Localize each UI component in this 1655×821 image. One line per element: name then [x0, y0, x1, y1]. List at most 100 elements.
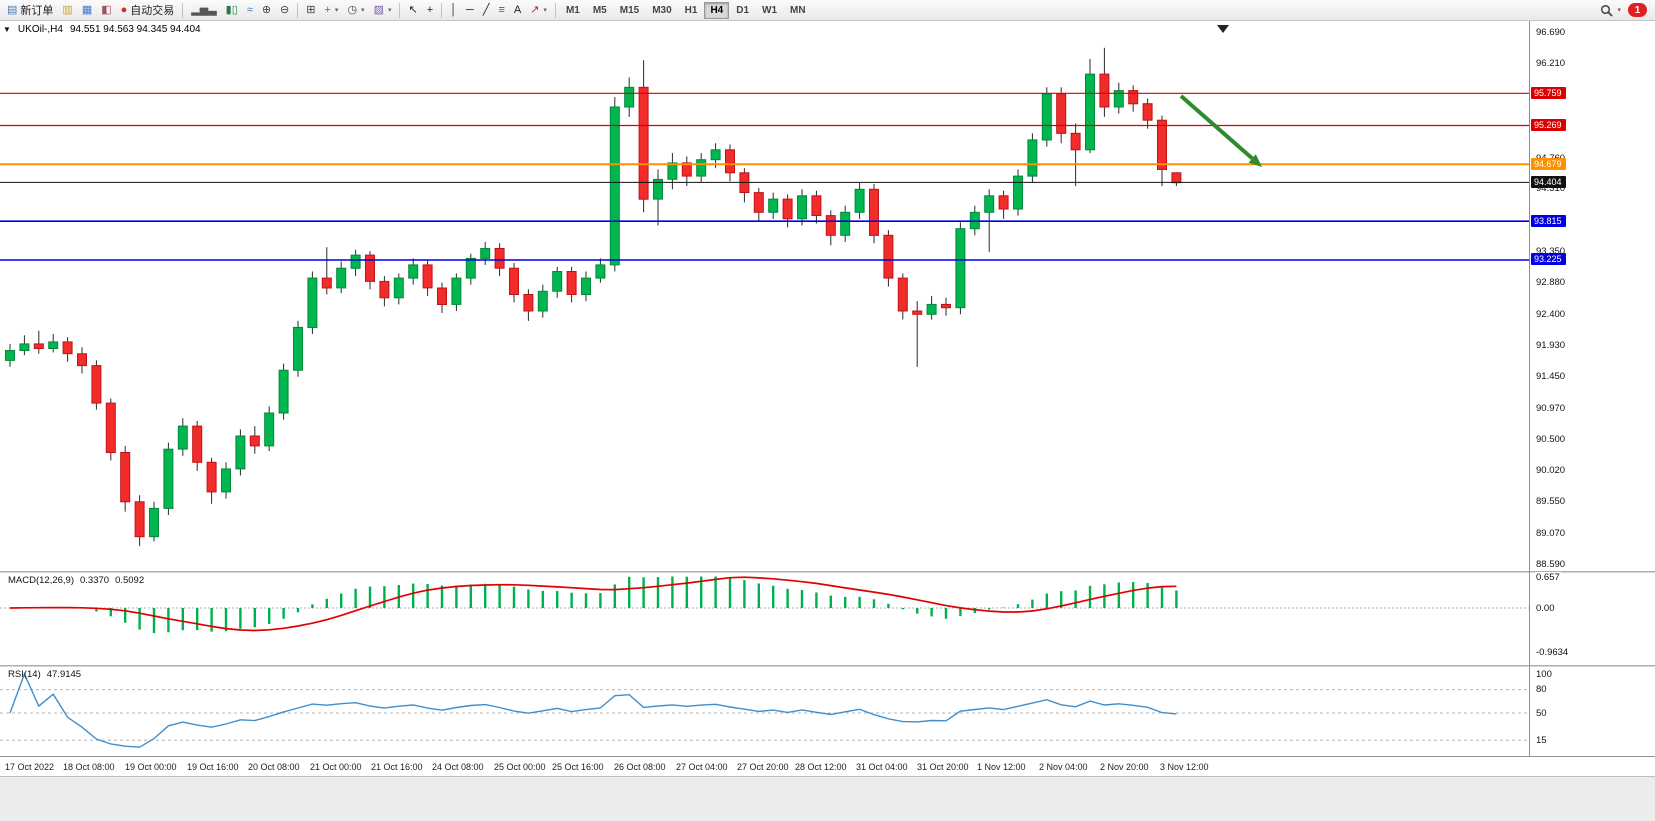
timeframe-m15-button[interactable]: M15 [614, 2, 645, 19]
arrows-icon: ↗ [530, 3, 540, 16]
dropdown-arrow-icon: ▾ [334, 7, 339, 14]
time-axis-label: 21 Oct 16:00 [371, 762, 423, 772]
price-scale-border [1529, 21, 1530, 756]
timeframe-m30-button[interactable]: M30 [646, 2, 677, 19]
time-axis-label: 1 Nov 12:00 [977, 762, 1026, 772]
toolbar-separator [554, 2, 556, 18]
price-axis-label: 89.070 [1535, 527, 1567, 539]
price-axis-label: 91.450 [1535, 371, 1567, 383]
time-axis-label: 19 Oct 16:00 [187, 762, 239, 772]
price-chart-panel[interactable]: ▼ UKOil-,H4 94.551 94.563 94.345 94.404 [0, 21, 1529, 571]
macd-panel[interactable]: MACD(12,26,9) 0.3370 0.5092 [0, 573, 1529, 665]
line-chart-button[interactable]: ≈ [243, 1, 257, 19]
macd-canvas[interactable] [0, 573, 1529, 665]
price-scale[interactable]: 96.69096.21094.76094.31093.35092.88092.4… [1531, 21, 1654, 756]
chart-ohlc-values: 94.551 94.563 94.345 94.404 [69, 24, 201, 35]
time-axis-label: 18 Oct 08:00 [63, 762, 115, 772]
time-axis-label: 17 Oct 2022 [5, 762, 55, 772]
rsi-panel[interactable]: RSI(14) 47.9145 [0, 667, 1529, 756]
time-axis-label: 31 Oct 04:00 [856, 762, 908, 772]
timeframe-d1-button[interactable]: D1 [730, 2, 755, 19]
bar-chart-button[interactable]: ▂▅▃ [187, 1, 220, 19]
time-axis[interactable]: 17 Oct 2022 18 Oct 08:00 19 Oct 00:00 19 Oc… [0, 756, 1655, 776]
new-order-button[interactable]: ▤ 新订单 [3, 1, 57, 19]
panel-divider[interactable] [0, 571, 1655, 573]
horizontal-line-button[interactable]: ─ [462, 1, 478, 19]
rsi-label: RSI(14) 47.9145 [8, 669, 81, 680]
toolbar-separator [399, 2, 401, 18]
market-watch-button[interactable]: ▥ [58, 1, 76, 19]
rsi-name: RSI(14) [8, 669, 41, 680]
dropdown-arrow-icon: ▾ [1617, 7, 1621, 14]
dropdown-arrow-icon: ▾ [361, 7, 365, 14]
time-axis-label: 19 Oct 00:00 [125, 762, 177, 772]
horizontal-line-icon: ─ [466, 3, 474, 16]
rsi-axis-label: 50 [1535, 707, 1548, 719]
fibonacci-button[interactable]: ≡ [494, 1, 508, 19]
price-axis-label: 92.400 [1535, 308, 1567, 320]
templates-button[interactable]: ▨ ▾ [370, 1, 396, 19]
panel-divider[interactable] [0, 665, 1655, 667]
new-order-icon: ▤ [7, 3, 18, 16]
time-axis-label: 31 Oct 20:00 [917, 762, 969, 772]
price-axis-label: 92.880 [1535, 277, 1567, 289]
crosshair-button[interactable]: + [423, 1, 437, 19]
macd-axis-label: -0.9634 [1535, 646, 1570, 658]
chart-shift-icon [1217, 25, 1229, 33]
macd-signal-value: 0.5092 [115, 575, 145, 586]
trendline-button[interactable]: ╱ [479, 1, 494, 19]
toolbar-separator [297, 2, 299, 18]
zoom-in-button[interactable]: ⊕ [258, 1, 275, 19]
timeframe-m1-button[interactable]: M1 [560, 2, 586, 19]
terminal-button[interactable]: ◧ [97, 1, 115, 19]
search-button[interactable]: ▾ [1596, 1, 1625, 19]
price-axis-label: 90.970 [1535, 402, 1567, 414]
auto-trading-icon: ● [120, 3, 128, 16]
navigator-button[interactable]: ▦ [78, 1, 96, 19]
zoom-out-icon: ⊖ [280, 3, 290, 16]
timeframe-h4-button[interactable]: H4 [704, 1, 730, 19]
price-axis-label: 94.310 [1535, 183, 1567, 195]
search-icon [1601, 4, 1614, 17]
cursor-icon: ↖ [408, 3, 418, 16]
macd-label: MACD(12,26,9) 0.3370 0.5092 [8, 575, 144, 586]
time-axis-label: 27 Oct 20:00 [737, 762, 789, 772]
timeframe-mn-button[interactable]: MN [784, 2, 812, 19]
text-label-button[interactable]: A [510, 1, 525, 19]
price-line-badge: 93.815 [1531, 214, 1566, 227]
indicators-button[interactable]: + ▾ [320, 1, 342, 19]
auto-trading-button[interactable]: ● 自动交易 [117, 1, 179, 19]
dropdown-arrow-icon: ▾ [387, 7, 392, 14]
one-click-trading-icon[interactable]: ▼ [3, 25, 11, 34]
auto-trading-button-label: 自动交易 [130, 5, 175, 17]
bar-chart-icon: ▂▅▃ [191, 3, 217, 16]
line-chart-icon: ≈ [246, 3, 253, 16]
text-label-icon: A [513, 3, 522, 16]
vertical-line-button[interactable]: │ [446, 1, 461, 19]
cursor-button[interactable]: ↖ [404, 1, 421, 19]
time-axis-label: 26 Oct 08:00 [614, 762, 666, 772]
time-axis-label: 25 Oct 16:00 [552, 762, 604, 772]
arrows-button[interactable]: ↗ ▾ [526, 1, 551, 19]
time-axis-label: 20 Oct 08:00 [248, 762, 300, 772]
notification-badge[interactable]: 1 [1628, 3, 1647, 17]
macd-axis-label: 0.00 [1535, 602, 1556, 614]
chart-symbol-period: UKOil-,H4 [17, 24, 63, 35]
tile-windows-button[interactable]: ⊞ [302, 1, 319, 19]
timeframe-w1-button[interactable]: W1 [756, 2, 783, 19]
price-axis-label: 88.590 [1535, 559, 1567, 571]
time-axis-label: 25 Oct 00:00 [494, 762, 546, 772]
timeframe-h1-button[interactable]: H1 [679, 2, 704, 19]
time-axis-label: 27 Oct 04:00 [676, 762, 728, 772]
price-axis-label: 96.690 [1535, 26, 1567, 38]
candlestick-chart-button[interactable]: ▮▯ [222, 1, 242, 19]
price-axis-label: 90.500 [1535, 433, 1567, 445]
chart-window: ▼ UKOil-,H4 94.551 94.563 94.345 94.404 … [0, 21, 1655, 776]
price-axis-label: 91.930 [1535, 339, 1567, 351]
candlestick-canvas[interactable] [0, 21, 1529, 571]
zoom-out-button[interactable]: ⊖ [276, 1, 293, 19]
rsi-canvas[interactable] [0, 667, 1529, 756]
periods-button[interactable]: ◷ ▾ [343, 1, 368, 19]
timeframe-m5-button[interactable]: M5 [587, 2, 613, 19]
